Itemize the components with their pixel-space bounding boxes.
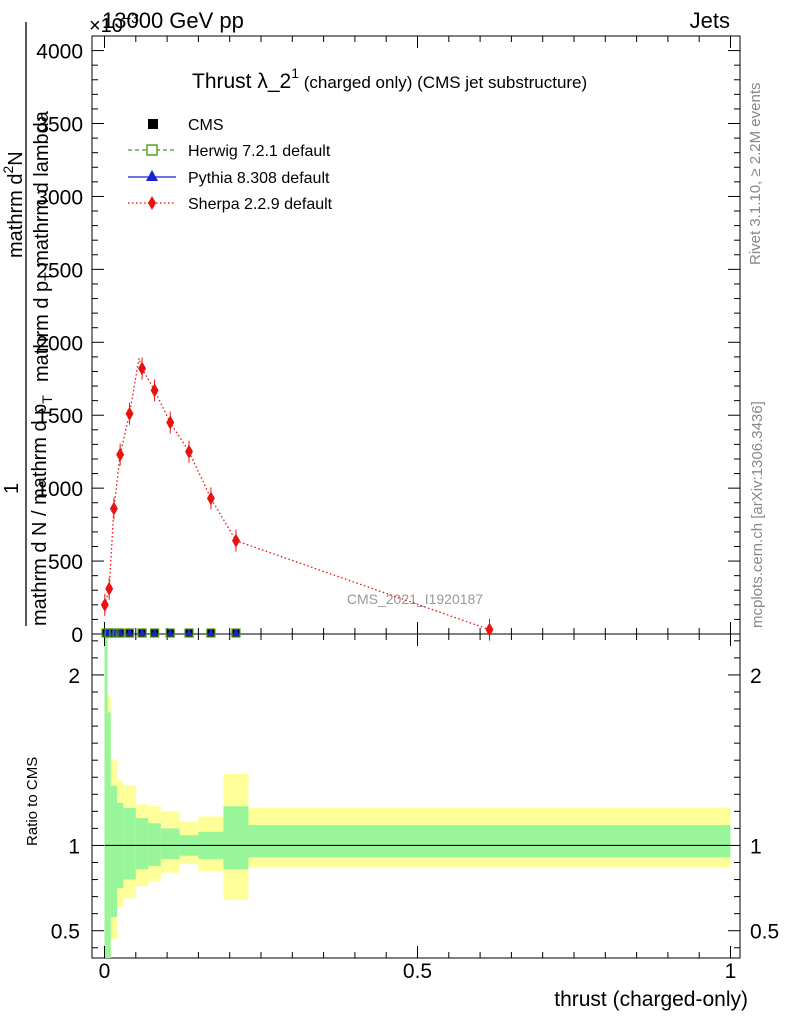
legend-item-herwig: Herwig 7.2.1 default: [128, 143, 331, 160]
herwig-point: [115, 628, 125, 638]
watermark: CMS_2021_I1920187: [347, 591, 483, 607]
herwig-point: [137, 628, 147, 638]
herwig-point: [184, 628, 194, 638]
pythia-point: [138, 628, 147, 636]
y-tick-label: 3000: [36, 186, 83, 209]
sherpa-point: [166, 415, 175, 430]
herwig-point: [165, 628, 175, 638]
pythia-point: [166, 628, 175, 636]
sherpa-point: [125, 406, 134, 421]
ylabel-bottom: mathrm d N / mathrm d pT: [29, 395, 55, 626]
legend-label-herwig: Herwig 7.2.1 default: [188, 143, 331, 160]
sherpa-point: [185, 444, 194, 459]
legend-label-sherpa: Sherpa 2.2.9 default: [188, 196, 333, 213]
main-series: [100, 357, 494, 641]
y-tick-label: 3500: [36, 114, 83, 137]
ratio-panel-frame: [91, 633, 741, 959]
legend-item-sherpa: Sherpa 2.2.9 default: [128, 196, 333, 213]
main-ylabel: mathrm d2N mathrm d pT mathrm d lambda 1…: [0, 22, 57, 626]
legend-label-pythia: Pythia 8.308 default: [188, 170, 330, 187]
legend-label-cms: CMS: [188, 117, 224, 134]
ratio-y-tick-label-right: 1: [750, 835, 762, 858]
ylabel-one: 1: [1, 483, 23, 494]
ratio-band-inner: [110, 785, 118, 918]
ratio-band-inner: [160, 828, 180, 860]
sherpa-point: [109, 501, 118, 516]
legend-item-cms: CMS: [148, 117, 224, 134]
legend-marker-cms: [148, 119, 158, 129]
x-tick-label: 0.5: [403, 960, 432, 983]
herwig-point: [124, 628, 135, 638]
ylabel-numerator: mathrm d2N: [0, 151, 27, 258]
sherpa-point: [231, 533, 240, 548]
x-tick-label: 0: [99, 960, 111, 983]
ratio-y-tick-label-left: 1: [68, 835, 80, 858]
ratio-y-tick-label-right: 0.5: [750, 921, 779, 944]
sherpa-point: [485, 622, 494, 637]
ratio-bands: [104, 634, 731, 958]
herwig-point: [231, 628, 241, 638]
chart-title: Thrust λ_21 (charged only) (CMS jet subs…: [192, 65, 587, 93]
ylabel-denominator: mathrm d pT mathrm d lambda: [31, 110, 57, 382]
ratio-band-inner: [223, 806, 249, 870]
legend-marker-herwig: [146, 144, 158, 156]
ratio-band-inner: [148, 823, 161, 866]
ratio-band-inner: [135, 818, 149, 870]
sherpa-point: [116, 447, 125, 462]
x-tick-label: 1: [725, 960, 737, 983]
sherpa-line: [104, 358, 490, 631]
legend: CMS Herwig 7.2.1 default Pythia 8.308 de…: [128, 117, 333, 213]
sherpa-point: [150, 383, 159, 398]
rivet-label: Rivet 3.1.10, ≥ 2.2M events: [747, 83, 764, 266]
y-tick-label: 0: [71, 624, 83, 647]
ratio-y-tick-label-right: 2: [750, 665, 762, 688]
sherpa-point: [105, 581, 114, 596]
mcplots-label: mcplots.cern.ch [arXiv:1306.3436]: [749, 401, 766, 628]
y-tick-label: 4000: [36, 41, 83, 64]
herwig-point: [149, 628, 160, 638]
legend-item-pythia: Pythia 8.308 default: [128, 170, 330, 187]
ratio-y-tick-label-left: 0.5: [51, 921, 80, 944]
pythia-point: [150, 628, 159, 636]
pythia-point: [231, 628, 240, 636]
pythia-point: [125, 628, 134, 636]
main-axes: 0 500 1000 1500 2000 2500 3000 3500 4000: [36, 36, 740, 647]
ratio-axes: 0.5 0.5 1 1 2 2 0 0.5 1: [51, 634, 779, 983]
y-tick-label: 500: [48, 551, 83, 574]
ratio-band-inner: [107, 712, 111, 958]
sherpa-point: [138, 361, 147, 376]
ratio-ylabel: Ratio to CMS: [24, 757, 41, 846]
ratio-y-tick-label-left: 2: [68, 665, 80, 688]
pythia-point: [185, 628, 194, 636]
herwig-point: [109, 628, 119, 638]
ratio-band-inner: [248, 824, 731, 858]
x-axis-label: thrust (charged-only): [554, 988, 748, 1011]
herwig-point: [206, 628, 216, 638]
energy-label: 13000 GeV pp: [102, 8, 244, 33]
exponent-label: ×10−3: [89, 10, 139, 37]
legend-marker-sherpa: [148, 196, 156, 210]
process-label: Jets: [690, 8, 730, 33]
sherpa-point: [100, 597, 109, 612]
sherpa-point: [206, 491, 215, 506]
herwig-point: [104, 628, 114, 638]
ratio-band-inner: [104, 634, 108, 958]
pythia-point: [206, 628, 215, 636]
y-tick-label: 2000: [36, 332, 83, 355]
y-tick-label: 2500: [36, 259, 83, 282]
legend-marker-pythia: [146, 170, 158, 181]
y-tick-label: 1000: [36, 478, 83, 501]
y-tick-label: 1500: [36, 405, 83, 428]
ratio-band-inner: [123, 807, 136, 880]
